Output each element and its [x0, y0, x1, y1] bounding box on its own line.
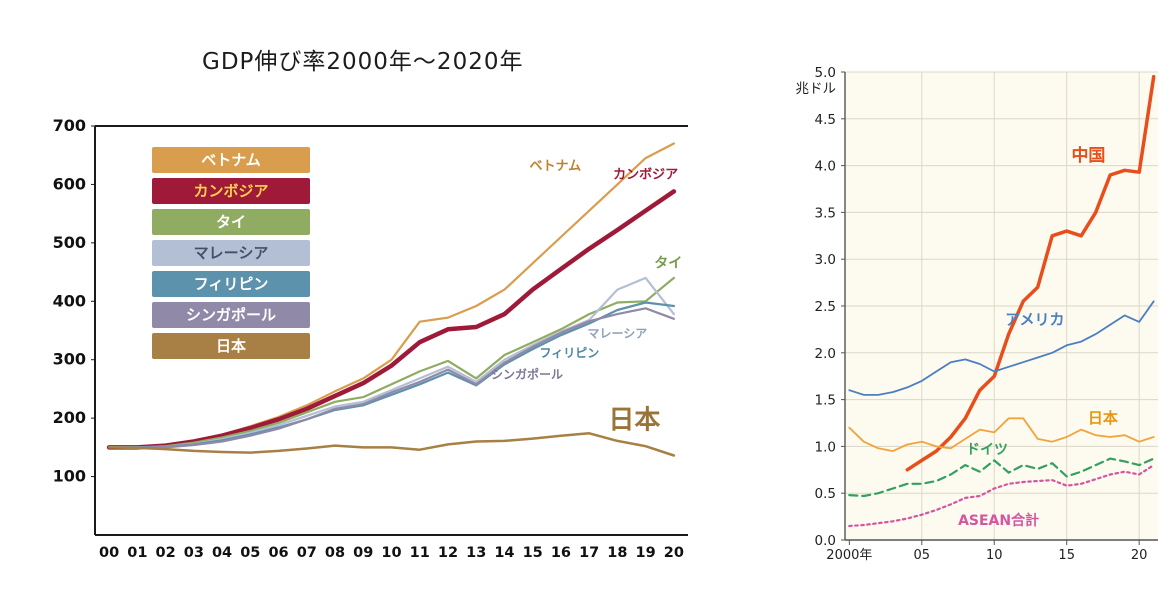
x-tick-label: 14 — [494, 545, 514, 561]
series-label-philippines: フィリピン — [540, 346, 600, 360]
series-line-china — [905, 74, 1156, 472]
y-tick-label: 1.5 — [815, 393, 836, 409]
series-label-malaysia: マレーシア — [588, 327, 648, 341]
y-tick-label: 700 — [53, 116, 86, 135]
x-tick-label: 01 — [127, 545, 147, 561]
y-tick-label: 300 — [53, 350, 86, 369]
series-label-usa: アメリカ — [1005, 311, 1064, 329]
x-tick-label: 18 — [607, 545, 627, 561]
x-tick-label: 2000年 — [826, 548, 872, 563]
series-label-japan: 日本 — [1088, 409, 1118, 427]
y-axis-unit-label: 兆ドル — [796, 81, 837, 97]
series-label-vietnam: ベトナム — [529, 159, 581, 174]
gdp-index-chart: 100 200 300 400 500 600 700 00 01 02 03 04 05 06 07 08 0… — [53, 116, 688, 561]
y-tick-label: 4.5 — [815, 112, 836, 128]
series-label-cambodia: カンボジア — [613, 167, 678, 183]
x-tick-label: 06 — [268, 545, 288, 561]
series-line-singapore — [107, 307, 676, 449]
y-tick-label: 5.0 — [815, 65, 836, 81]
series-line-cambodia — [106, 189, 677, 450]
x-tick-label: 17 — [579, 545, 599, 561]
y-tick-label: 0.0 — [815, 533, 836, 549]
series-line-asean — [848, 464, 1155, 528]
legend-item-vietnam: ベトナム — [152, 147, 310, 173]
series-line-japan — [848, 417, 1155, 453]
legend-item-philippines: フィリピン — [152, 271, 310, 297]
series-line-japan — [107, 432, 676, 457]
x-tick-label: 03 — [184, 545, 204, 561]
page-title: GDP伸び率2000年〜2020年 — [202, 49, 524, 75]
series-line-thailand — [107, 276, 676, 449]
x-tick-label: 19 — [636, 545, 656, 561]
series-label-asean: ASEAN合計 — [958, 512, 1039, 529]
x-tick-label: 00 — [99, 545, 119, 561]
y-tick-label: 200 — [53, 408, 86, 427]
legend-item-malaysia: マレーシア — [152, 240, 310, 266]
x-tick-label: 11 — [410, 545, 430, 561]
series-line-germany — [848, 457, 1155, 498]
series-label-japan: 日本 — [608, 406, 660, 436]
y-tick-label: 2.5 — [815, 299, 836, 315]
y-tick-label: 500 — [53, 233, 86, 252]
legend-item-thailand: タイ — [152, 209, 310, 235]
x-tick-label: 20 — [664, 545, 684, 561]
x-tick-label: 10 — [986, 548, 1003, 563]
x-tick-label: 05 — [914, 548, 931, 563]
y-tick-label: 3.5 — [815, 205, 836, 221]
x-tick-label: 04 — [212, 545, 232, 561]
x-tick-label: 05 — [240, 545, 260, 561]
x-tick-label: 10 — [381, 545, 401, 561]
x-tick-label: 09 — [353, 545, 373, 561]
legend-item-singapore: シンガポール — [152, 302, 310, 328]
x-tick-label: 15 — [523, 545, 543, 561]
x-tick-label: 20 — [1131, 548, 1148, 563]
series-label-thailand: タイ — [654, 255, 682, 271]
x-tick-label: 07 — [297, 545, 317, 561]
legend-item-cambodia: カンボジア — [152, 178, 310, 204]
x-tick-label: 15 — [1058, 548, 1075, 563]
y-tick-label: 100 — [53, 467, 86, 486]
y-tick-label: 3.0 — [815, 252, 836, 268]
y-tick-label: 2.0 — [815, 346, 836, 362]
legend-item-japan: 日本 — [152, 333, 310, 359]
x-tick-label: 02 — [156, 545, 176, 561]
series-line-usa — [848, 300, 1155, 396]
y-tick-label: 400 — [53, 291, 86, 310]
series-label-germany: ドイツ — [966, 442, 1008, 458]
y-tick-label: 4.0 — [815, 159, 836, 175]
y-tick-label: 600 — [53, 174, 86, 193]
x-tick-label: 08 — [325, 545, 345, 561]
gdp-index-legend: ベトナムカンボジアタイマレーシアフィリピンシンガポール 日本 — [152, 147, 310, 364]
x-tick-label: 13 — [466, 545, 486, 561]
series-label-singapore: シンガポール — [491, 366, 563, 381]
x-tick-label: 12 — [438, 545, 458, 561]
y-tick-label: 1.0 — [815, 439, 836, 455]
series-label-china: 中国 — [1071, 145, 1105, 166]
x-tick-label: 16 — [551, 545, 571, 561]
y-tick-label: 0.5 — [815, 486, 836, 502]
